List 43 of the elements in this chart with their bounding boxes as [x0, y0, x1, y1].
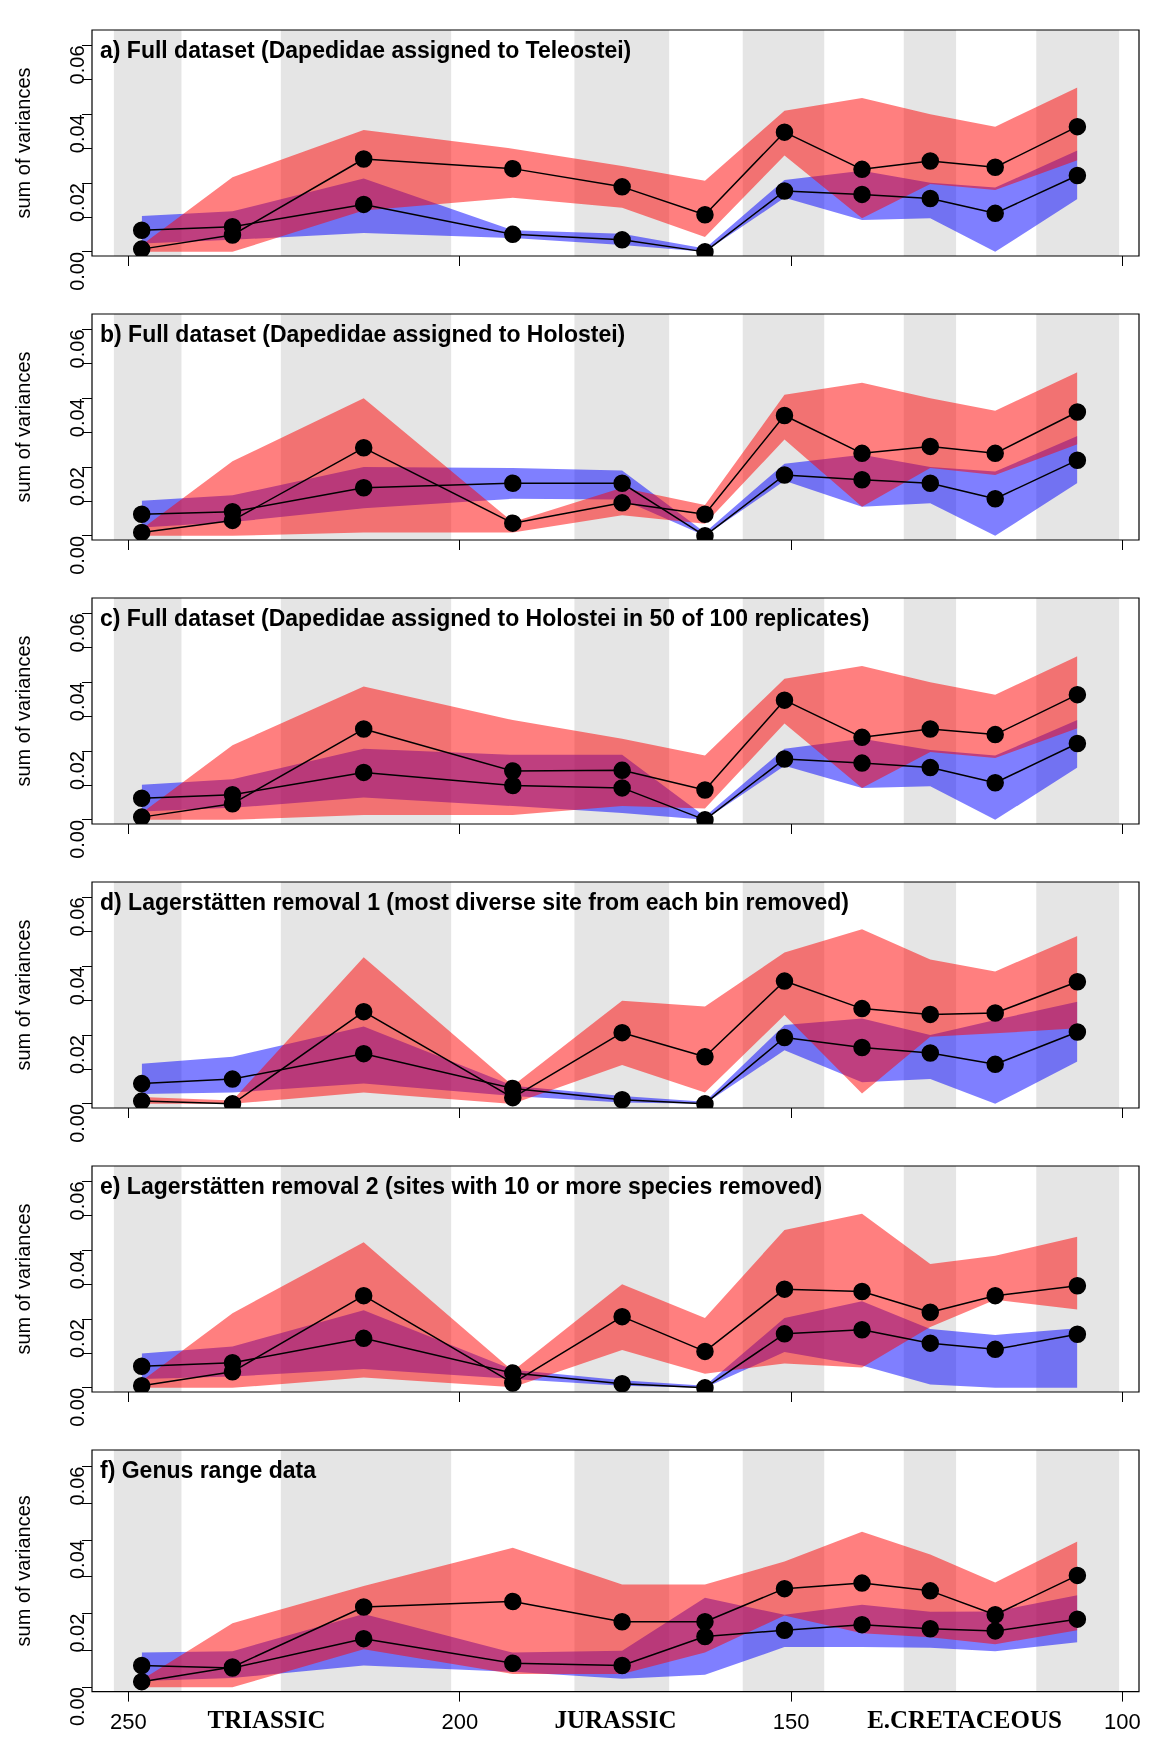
y-tick-label: 0.02	[65, 751, 88, 791]
y-tick-label: 0.04	[65, 682, 88, 722]
chart-title: d) Lagerstätten removal 1 (most diverse site from each bin removed)	[100, 888, 850, 915]
y-tick-label: 0.02	[65, 1035, 88, 1075]
x-tick-label: 200	[441, 1708, 479, 1734]
y-axis-title: sum of variances	[11, 67, 34, 219]
x-tick-label: 150	[772, 1708, 810, 1734]
chart-title: a) Full dataset (Dapedidae assigned to Teleostei)	[100, 36, 632, 63]
y-tick-label: 0.06	[65, 1181, 88, 1221]
y-tick-label: 0.04	[65, 398, 88, 438]
y-tick-label: 0.00	[65, 1387, 88, 1427]
y-tick-label: 0.02	[65, 1319, 88, 1359]
y-tick-label: 0.04	[65, 1540, 88, 1580]
y-tick-label: 0.04	[65, 966, 88, 1006]
text: JURASSIC	[554, 1706, 677, 1734]
chart-title: b) Full dataset (Dapedidae assigned to Holostei)	[100, 320, 626, 347]
chart-title: e) Lagerstätten removal 2 (sites with 10 or more species removed)	[100, 1172, 823, 1199]
chart-title: c) Full dataset (Dapedidae assigned to Holostei in 50 of 100 replicates)	[100, 604, 870, 631]
y-tick-label: 0.06	[65, 45, 88, 85]
y-tick-label: 0.00	[65, 251, 88, 291]
text: E.CRETACEOUS	[867, 1706, 1062, 1734]
y-tick-label: 0.02	[65, 1613, 88, 1653]
y-tick-label: 0.04	[65, 114, 88, 154]
x-tick-label: 100	[1104, 1708, 1141, 1734]
y-tick-label: 0.06	[65, 613, 88, 653]
x-tick-label: 250	[110, 1708, 147, 1734]
y-tick-label: 0.06	[65, 329, 88, 369]
y-axis-title: sum of variances	[11, 1203, 34, 1355]
y-tick-label: 0.06	[65, 1466, 88, 1506]
chart-title: f) Genus range data	[100, 1456, 317, 1483]
y-tick-label: 0.00	[65, 1687, 88, 1727]
y-tick-label: 0.00	[65, 819, 88, 859]
y-axis-title: sum of variances	[11, 351, 34, 503]
y-tick-label: 0.00	[65, 1103, 88, 1143]
y-axis-title: sum of variances	[11, 919, 34, 1071]
y-tick-label: 0.00	[65, 535, 88, 575]
y-tick-label: 0.02	[65, 183, 88, 223]
text: TRIASSIC	[207, 1706, 326, 1734]
y-axis-title: sum of variances	[11, 635, 34, 787]
y-axis-title: sum of variances	[11, 1495, 34, 1647]
y-tick-label: 0.02	[65, 467, 88, 507]
y-tick-label: 0.04	[65, 1250, 88, 1290]
y-tick-label: 0.06	[65, 897, 88, 937]
